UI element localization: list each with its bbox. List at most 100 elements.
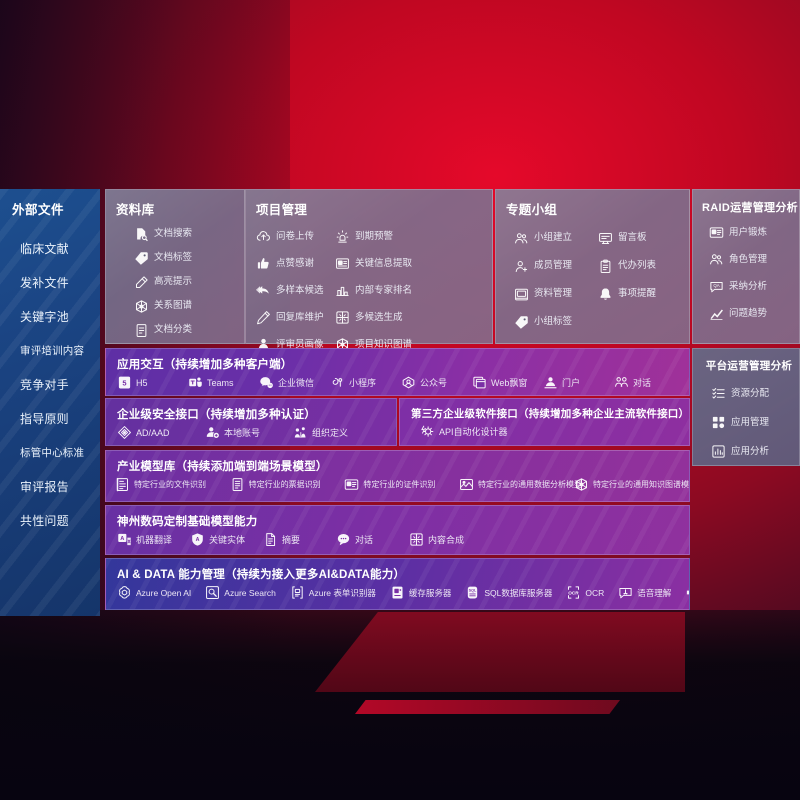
extract-card-icon	[335, 256, 350, 271]
card-project-management: 项目管理 问卷上传 到期预警 点赞感谢 关键信息提取 多样本候选 内部专家排名 回复库维护 多…	[245, 189, 493, 376]
item-bell[interactable]: 事项提醒	[598, 280, 682, 308]
item-azure-ad[interactable]: AD/AAD	[117, 425, 205, 440]
item-doc-list[interactable]: 文档分类	[134, 318, 238, 342]
item-people-group[interactable]: 角色管理	[709, 246, 793, 273]
card-title: RAID运营管理分析	[702, 202, 798, 214]
person-add-icon	[514, 259, 529, 274]
clipboard-list-icon	[598, 259, 613, 274]
item-form-recognizer[interactable]: Azure 表单识别器	[290, 585, 376, 600]
item-dialog-people[interactable]: 对话	[614, 375, 685, 390]
qa-chat-icon: QA	[709, 279, 724, 294]
item-api-gear[interactable]: API自动化设计器	[420, 424, 508, 439]
item-ocr[interactable]: OCR OCR	[566, 585, 604, 600]
band-title: 企业级安全接口（持续增加多种认证）	[117, 409, 316, 421]
decorative-red-bar	[355, 700, 620, 714]
item-person-add[interactable]: 成员管理	[514, 252, 598, 280]
item-label: 特定行业的证件识别	[363, 480, 436, 489]
item-message-board[interactable]: 留言板	[598, 224, 682, 252]
item-alarm-light[interactable]: 到期预警	[335, 223, 414, 250]
item-apps-grid[interactable]: 应用管理	[711, 408, 793, 437]
item-graph-network[interactable]: 特定行业的通用知识图谱模型	[574, 477, 689, 492]
item-wecom[interactable]: 企业微信	[259, 375, 330, 390]
item-teams[interactable]: Teams	[188, 375, 259, 390]
sidebar-item-7[interactable]: 标管中心标准	[0, 436, 100, 470]
item-label: 事项提醒	[618, 288, 657, 300]
item-sql-database[interactable]: SQL SQL数据库服务器	[465, 585, 552, 600]
item-tts[interactable]: TTS	[685, 585, 689, 600]
card-item-grid: 小组建立 留言板 成员管理 代办列表 资料管理 事项提醒小组标签	[496, 220, 689, 336]
dialog-people-icon	[614, 375, 629, 390]
item-arrow-back-multi[interactable]: 多样本候选	[256, 277, 335, 304]
svg-text:SQL: SQL	[469, 589, 477, 593]
item-label: 门户	[562, 378, 581, 388]
sidebar-item-6[interactable]: 指导原则	[0, 402, 100, 436]
ocr-icon: OCR	[566, 585, 581, 600]
item-search-box[interactable]: Azure Search	[205, 585, 276, 600]
item-label: 特定行业的文件识别	[134, 480, 206, 489]
item-id-card[interactable]: 特定行业的证件识别	[344, 477, 459, 492]
item-bar-rank[interactable]: 内部专家排名	[335, 277, 414, 304]
card-platform-analysis: 平台运营管理分析 资源分配 应用管理 应用分析	[692, 348, 800, 466]
item-tag[interactable]: 小组标签	[514, 308, 598, 336]
item-translate[interactable]: A 机器翻译	[117, 532, 180, 547]
item-archive-box[interactable]: 资料管理	[514, 280, 598, 308]
item-label: Azure Open AI	[136, 587, 192, 598]
item-label: 多候选生成	[355, 311, 403, 323]
item-expand-grid[interactable]: 内容合成	[409, 532, 472, 547]
band-item-row: Azure Open AI Azure Search Azure 表单识别器 缓存服务…	[106, 582, 689, 600]
item-receipt[interactable]: 特定行业的票据识别	[230, 477, 345, 492]
item-data-analysis[interactable]: 特定行业的通用数据分析模型	[459, 477, 582, 492]
item-task-list[interactable]: 资源分配	[711, 379, 793, 408]
item-file-recognize[interactable]: 特定行业的文件识别	[115, 477, 230, 492]
item-entity-badge[interactable]: A 关键实体	[190, 532, 253, 547]
item-trend-chart[interactable]: 问题趋势	[709, 300, 793, 327]
item-id-card[interactable]: 用户锻炼	[709, 219, 793, 246]
band-title: AI & DATA 能力管理（持续为接入更多AI&DATA能力）	[117, 569, 406, 581]
item-org-define[interactable]: 组织定义	[293, 425, 381, 440]
item-app-analytics[interactable]: 应用分析	[711, 437, 793, 466]
card-title: 专题小组	[506, 203, 558, 217]
item-openai[interactable]: Azure Open AI	[117, 585, 191, 600]
alarm-light-icon	[335, 229, 350, 244]
people-group-icon	[514, 231, 529, 246]
card-item-grid: 用户锻炼角色管理 QA 采纳分析 问题趋势	[693, 217, 799, 327]
item-label: 内部专家排名	[355, 284, 413, 296]
sidebar-item-9[interactable]: 共性问题	[0, 504, 100, 538]
sidebar-item-1[interactable]: 临床文献	[0, 232, 100, 266]
item-official-account[interactable]: 公众号	[401, 375, 472, 390]
item-web-window[interactable]: Web飘窗	[472, 375, 543, 390]
item-expand-grid[interactable]: 多候选生成	[335, 304, 414, 331]
sidebar-item-3[interactable]: 关键字池	[0, 300, 100, 334]
item-label: H5	[136, 377, 148, 388]
item-extract-card[interactable]: 关键信息提取	[335, 250, 414, 277]
tts-icon	[685, 585, 689, 600]
item-clipboard-list[interactable]: 代办列表	[598, 252, 682, 280]
item-html5[interactable]: 5 H5	[117, 375, 188, 390]
item-local-account[interactable]: 本地账号	[205, 425, 293, 440]
sidebar-item-2[interactable]: 发补文件	[0, 266, 100, 300]
sidebar-item-label: 发补文件	[20, 276, 69, 290]
item-cache-server[interactable]: 缓存服务器	[390, 585, 451, 600]
item-portal-user[interactable]: 门户	[543, 375, 614, 390]
sidebar-item-4[interactable]: 审评培训内容	[0, 334, 100, 368]
sidebar-item-8[interactable]: 审评报告	[0, 470, 100, 504]
item-label: 用户锻炼	[729, 226, 768, 238]
item-pen-edit[interactable]: 回复库维护	[256, 304, 335, 331]
item-cloud-upload[interactable]: 问卷上传	[256, 223, 335, 250]
item-speech[interactable]: 语音理解	[618, 585, 671, 600]
item-miniprogram[interactable]: 小程序	[330, 375, 401, 390]
item-chat-bubble[interactable]: 对话	[336, 532, 399, 547]
org-define-icon	[293, 425, 308, 440]
item-people-group[interactable]: 小组建立	[514, 224, 598, 252]
item-summary-doc[interactable]: 摘要	[263, 532, 326, 547]
graph-network-icon	[574, 477, 589, 492]
item-graph-network[interactable]: 关系图谱	[134, 294, 238, 318]
item-highlight-pen[interactable]: 高亮提示	[134, 270, 238, 294]
item-doc-search[interactable]: 文档搜索	[134, 222, 238, 246]
sql-database-icon: SQL	[465, 585, 480, 600]
item-tag[interactable]: 文档标签	[134, 246, 238, 270]
item-thumbs-up[interactable]: 点赞感谢	[256, 250, 335, 277]
sidebar-item-5[interactable]: 竞争对手	[0, 368, 100, 402]
item-qa-chat[interactable]: QA 采纳分析	[709, 273, 793, 300]
card-title: 平台运营管理分析	[705, 360, 793, 372]
